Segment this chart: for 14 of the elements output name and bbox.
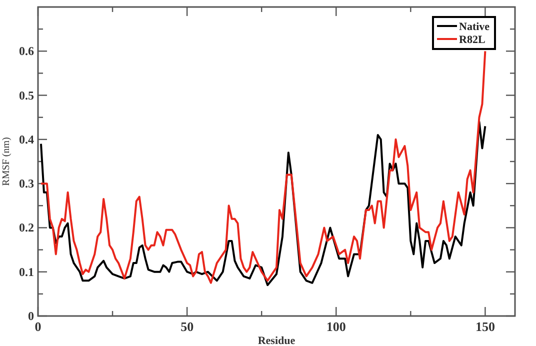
y-tick-label: 0.4	[19, 132, 34, 146]
y-tick-label: 0	[28, 309, 34, 323]
legend-label: Native	[459, 21, 490, 33]
y-axis-title: RMSF (nm)	[1, 137, 12, 186]
y-tick-label: 0.6	[19, 44, 34, 58]
y-tick-label: 0.3	[19, 176, 34, 191]
legend-label: R82L	[459, 34, 486, 46]
x-tick-label: 100	[326, 319, 346, 334]
y-tick-label: 0.5	[19, 88, 34, 102]
x-axis-title: Residue	[258, 335, 296, 346]
x-tick-label: 50	[180, 319, 194, 334]
y-tick-label: 0.1	[19, 264, 34, 279]
y-tick-label: 0.2	[19, 220, 34, 235]
x-tick-label: 150	[475, 319, 495, 334]
